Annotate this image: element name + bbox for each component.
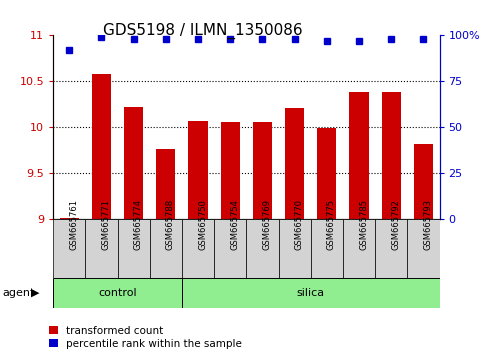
Text: GSM665771: GSM665771	[101, 199, 111, 250]
Text: GSM665754: GSM665754	[230, 199, 239, 250]
Bar	[53, 219, 85, 278]
Text: GDS5198 / ILMN_1350086: GDS5198 / ILMN_1350086	[103, 23, 303, 39]
Bar	[246, 219, 279, 278]
Bar	[414, 144, 433, 219]
Bar	[221, 122, 240, 219]
Text: GSM665750: GSM665750	[198, 199, 207, 250]
Bar	[317, 129, 337, 219]
Legend: transformed count, percentile rank within the sample: transformed count, percentile rank withi…	[49, 326, 242, 349]
Bar	[92, 74, 111, 219]
Text: GSM665792: GSM665792	[391, 199, 400, 250]
Bar	[85, 219, 117, 278]
Bar	[124, 107, 143, 219]
Bar	[156, 149, 175, 219]
Bar	[188, 121, 208, 219]
Bar	[182, 278, 440, 308]
Bar	[311, 219, 343, 278]
Bar	[343, 219, 375, 278]
Bar	[279, 219, 311, 278]
Bar	[53, 278, 182, 308]
Bar	[375, 219, 407, 278]
Text: control: control	[98, 288, 137, 298]
Text: GSM665775: GSM665775	[327, 199, 336, 250]
Text: ▶: ▶	[31, 288, 40, 298]
Bar	[214, 219, 246, 278]
Bar	[182, 219, 214, 278]
Text: GSM665774: GSM665774	[134, 199, 142, 250]
Bar	[117, 219, 150, 278]
Bar	[349, 92, 369, 219]
Text: GSM665769: GSM665769	[262, 199, 271, 250]
Bar	[150, 219, 182, 278]
Text: agent: agent	[2, 288, 35, 298]
Bar	[407, 219, 440, 278]
Text: silica: silica	[297, 288, 325, 298]
Bar	[253, 122, 272, 219]
Text: GSM665785: GSM665785	[359, 199, 368, 250]
Bar	[285, 108, 304, 219]
Text: GSM665761: GSM665761	[69, 199, 78, 250]
Text: GSM665788: GSM665788	[166, 199, 175, 250]
Bar	[382, 92, 401, 219]
Text: GSM665770: GSM665770	[295, 199, 304, 250]
Bar	[59, 218, 79, 219]
Text: GSM665793: GSM665793	[424, 199, 432, 250]
